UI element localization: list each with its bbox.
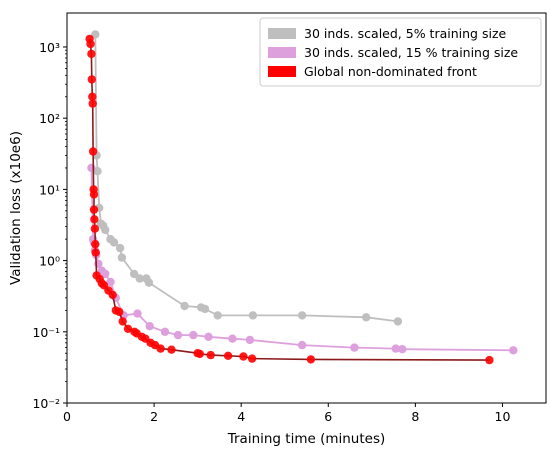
x-tick-label: 8 [411, 409, 419, 424]
data-point [115, 307, 124, 317]
data-point [485, 355, 494, 365]
data-point [180, 301, 189, 311]
y-tick-label: 10² [39, 111, 60, 126]
data-point [509, 346, 518, 355]
data-point [206, 350, 215, 360]
data-point [91, 30, 100, 39]
data-point [118, 317, 127, 326]
data-point [86, 39, 95, 49]
x-tick-label: 6 [324, 409, 332, 424]
legend-swatch [268, 47, 296, 58]
data-point [115, 243, 125, 253]
x-tick-label: 10 [495, 409, 511, 424]
data-point [144, 278, 154, 287]
data-point [88, 92, 97, 101]
data-point [398, 345, 407, 354]
legend-entries: 30 inds. scaled, 5% training size 30 inds… [268, 26, 518, 79]
y-tick-label: 10³ [39, 40, 60, 55]
data-point [167, 345, 176, 354]
data-point [123, 324, 133, 333]
data-point [245, 335, 255, 345]
data-point [88, 99, 97, 108]
legend-swatch [268, 66, 296, 77]
data-point [108, 290, 117, 300]
data-point [362, 313, 371, 322]
data-point [90, 215, 99, 224]
data-point [90, 224, 100, 233]
data-point [91, 240, 100, 249]
data-point [223, 351, 233, 360]
x-tick-label: 0 [63, 409, 71, 424]
data-point [239, 352, 248, 361]
data-point [109, 238, 119, 247]
data-point [145, 322, 154, 331]
legend: 30 inds. scaled, 5% training size 30 inds… [259, 17, 542, 87]
data-point [195, 349, 204, 359]
data-point [87, 75, 97, 84]
data-point [391, 344, 400, 353]
y-tick-label: 10⁻² [32, 396, 60, 411]
data-point [173, 330, 183, 340]
x-tick-label: 2 [150, 409, 158, 424]
data-point [204, 332, 213, 341]
data-point [88, 147, 98, 156]
data-point [189, 330, 198, 340]
data-point [101, 269, 110, 279]
data-point [393, 317, 403, 326]
legend-label: 30 inds. scaled, 5% training size [304, 26, 507, 41]
data-point [213, 311, 222, 320]
y-tick-label: 10⁰ [39, 254, 60, 269]
legend-box [259, 17, 542, 87]
data-point [297, 311, 307, 320]
y-tick-label: 10¹ [39, 182, 60, 197]
data-point [89, 190, 99, 199]
data-point [350, 343, 359, 352]
data-point [117, 253, 127, 262]
data-point [228, 334, 237, 343]
plot-frame [66, 12, 547, 404]
data-point [247, 354, 257, 363]
data-point [156, 344, 165, 353]
y-tick-label: 10⁻¹ [32, 325, 60, 340]
ticks-layer: 0 2 4 6 8 10 10⁻² 10⁻¹ 10⁰ 10¹ 10² 10³ [32, 40, 510, 424]
series-layer [85, 30, 518, 365]
legend-label: Global non-dominated front [304, 64, 477, 79]
data-point [306, 355, 316, 364]
data-point [89, 205, 99, 214]
data-point [135, 274, 144, 283]
data-point [87, 163, 96, 173]
x-axis-label: Training time (minutes) [227, 431, 386, 447]
data-point [248, 311, 258, 320]
series-1 [91, 30, 403, 326]
data-point [129, 269, 139, 279]
data-point [160, 327, 170, 336]
data-point [101, 225, 110, 235]
data-point [200, 304, 210, 314]
data-point [91, 248, 100, 257]
y-axis-label: Validation loss (x10e6) [8, 131, 24, 285]
data-point [297, 340, 307, 350]
data-point [106, 277, 115, 287]
x-tick-label: 4 [237, 409, 245, 424]
legend-label: 30 inds. scaled, 15 % training size [304, 45, 518, 60]
data-point [87, 49, 96, 59]
legend-swatch [268, 28, 296, 39]
data-point [133, 309, 142, 318]
series-3 [85, 34, 494, 365]
